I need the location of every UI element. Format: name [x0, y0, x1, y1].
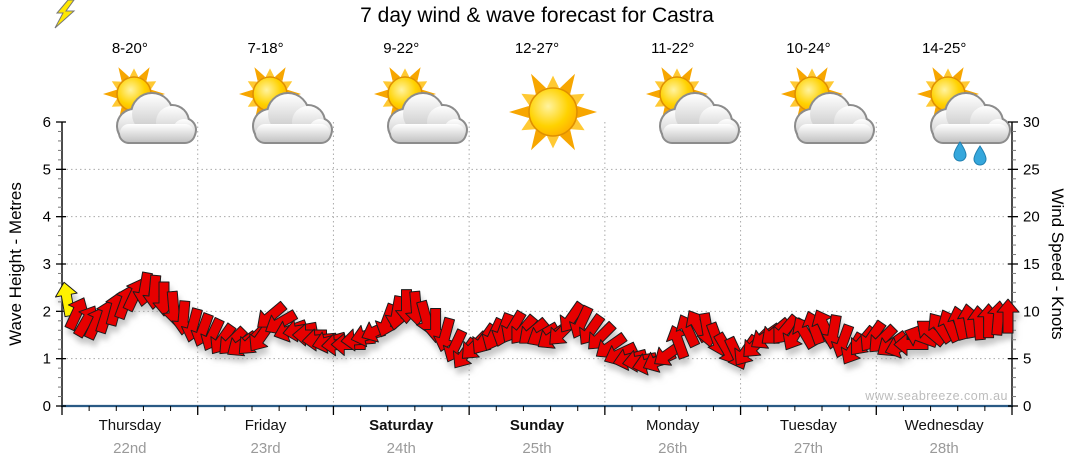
- weather-icon-partly-cloudy: [238, 67, 333, 144]
- weather-icon-partly-cloudy: [781, 67, 876, 144]
- day-date-label: 27th: [793, 440, 824, 457]
- day-name-label: Sunday: [509, 417, 565, 434]
- day-temp-label: 9-22°: [383, 40, 420, 57]
- day-temp-label: 10-24°: [786, 40, 831, 57]
- day-temp-label: 8-20°: [111, 40, 148, 57]
- left-axis-tick-label: 0: [43, 398, 51, 415]
- left-axis-tick-label: 2: [43, 303, 51, 320]
- right-axis-tick-label: 30: [1023, 114, 1040, 131]
- right-axis-tick-label: 5: [1023, 351, 1031, 368]
- day-date-label: 25th: [522, 440, 552, 457]
- day-temp-label: 7-18°: [247, 40, 284, 57]
- left-axis-tick-label: 6: [43, 114, 51, 131]
- right-axis-tick-label: 0: [1023, 398, 1031, 415]
- lightning-icon: [54, 0, 76, 29]
- day-name-label: Tuesday: [779, 417, 837, 434]
- weather-icon-partly-cloudy: [102, 67, 197, 144]
- watermark: www.seabreeze.com.au: [865, 389, 1008, 403]
- cloud-icon: [794, 92, 876, 144]
- day-date-label: 26th: [658, 440, 688, 457]
- day-name-label: Wednesday: [904, 417, 984, 434]
- sun-icon: [509, 73, 597, 151]
- cloud-icon: [658, 92, 740, 144]
- weather-icon-box: [781, 64, 876, 144]
- cloud-icon: [115, 92, 197, 144]
- raindrop-icon: [973, 145, 987, 166]
- left-axis-tick-label: 3: [43, 256, 51, 273]
- left-axis-tick-label: 1: [43, 351, 51, 368]
- weather-icon-box: [509, 64, 597, 151]
- wind-arrow-series: [54, 271, 1020, 376]
- weather-icon-box: [238, 64, 333, 144]
- weather-icon-box: [374, 64, 469, 144]
- day-temp-label: 12-27°: [514, 40, 560, 57]
- left-axis-title: Wave Height - Metres: [6, 182, 25, 346]
- left-axis-tick-label: 5: [43, 161, 51, 178]
- right-axis-title: Wind Speed - Knots: [1048, 188, 1067, 340]
- right-axis-tick-label: 15: [1023, 256, 1040, 273]
- day-date-label: 28th: [929, 440, 959, 457]
- day-temp-label: 11-22°: [651, 40, 695, 57]
- weather-icon-partly-cloudy-showers: [917, 67, 1012, 166]
- day-temp-label: 14-25°: [921, 40, 967, 57]
- left-axis-tick-label: 4: [43, 209, 51, 226]
- cloud-icon: [387, 92, 469, 144]
- cloud-icon: [251, 92, 333, 144]
- raindrop-icon: [953, 141, 967, 162]
- wind-arrow: [996, 298, 1020, 334]
- weather-icon-sunny: [509, 73, 597, 151]
- day-date-label: 23rd: [250, 440, 281, 457]
- right-axis-tick-label: 25: [1023, 161, 1040, 178]
- right-axis-tick-label: 20: [1023, 209, 1040, 226]
- day-date-label: 24th: [386, 440, 416, 457]
- weather-icon-box: [102, 64, 197, 144]
- weather-icon-box: [645, 64, 740, 144]
- day-date-label: 22nd: [113, 440, 147, 457]
- weather-icon-box: [917, 64, 1012, 166]
- day-name-label: Thursday: [98, 417, 162, 434]
- day-name-label: Friday: [244, 417, 287, 434]
- weather-icon-partly-cloudy: [374, 67, 469, 144]
- day-name-label: Saturday: [369, 417, 434, 434]
- day-name-label: Monday: [646, 417, 700, 434]
- right-axis-tick-label: 10: [1023, 303, 1040, 320]
- weather-icon-partly-cloudy: [645, 67, 740, 144]
- chart-title: 7 day wind & wave forecast for Castra: [360, 4, 714, 27]
- cloud-icon: [930, 92, 1012, 144]
